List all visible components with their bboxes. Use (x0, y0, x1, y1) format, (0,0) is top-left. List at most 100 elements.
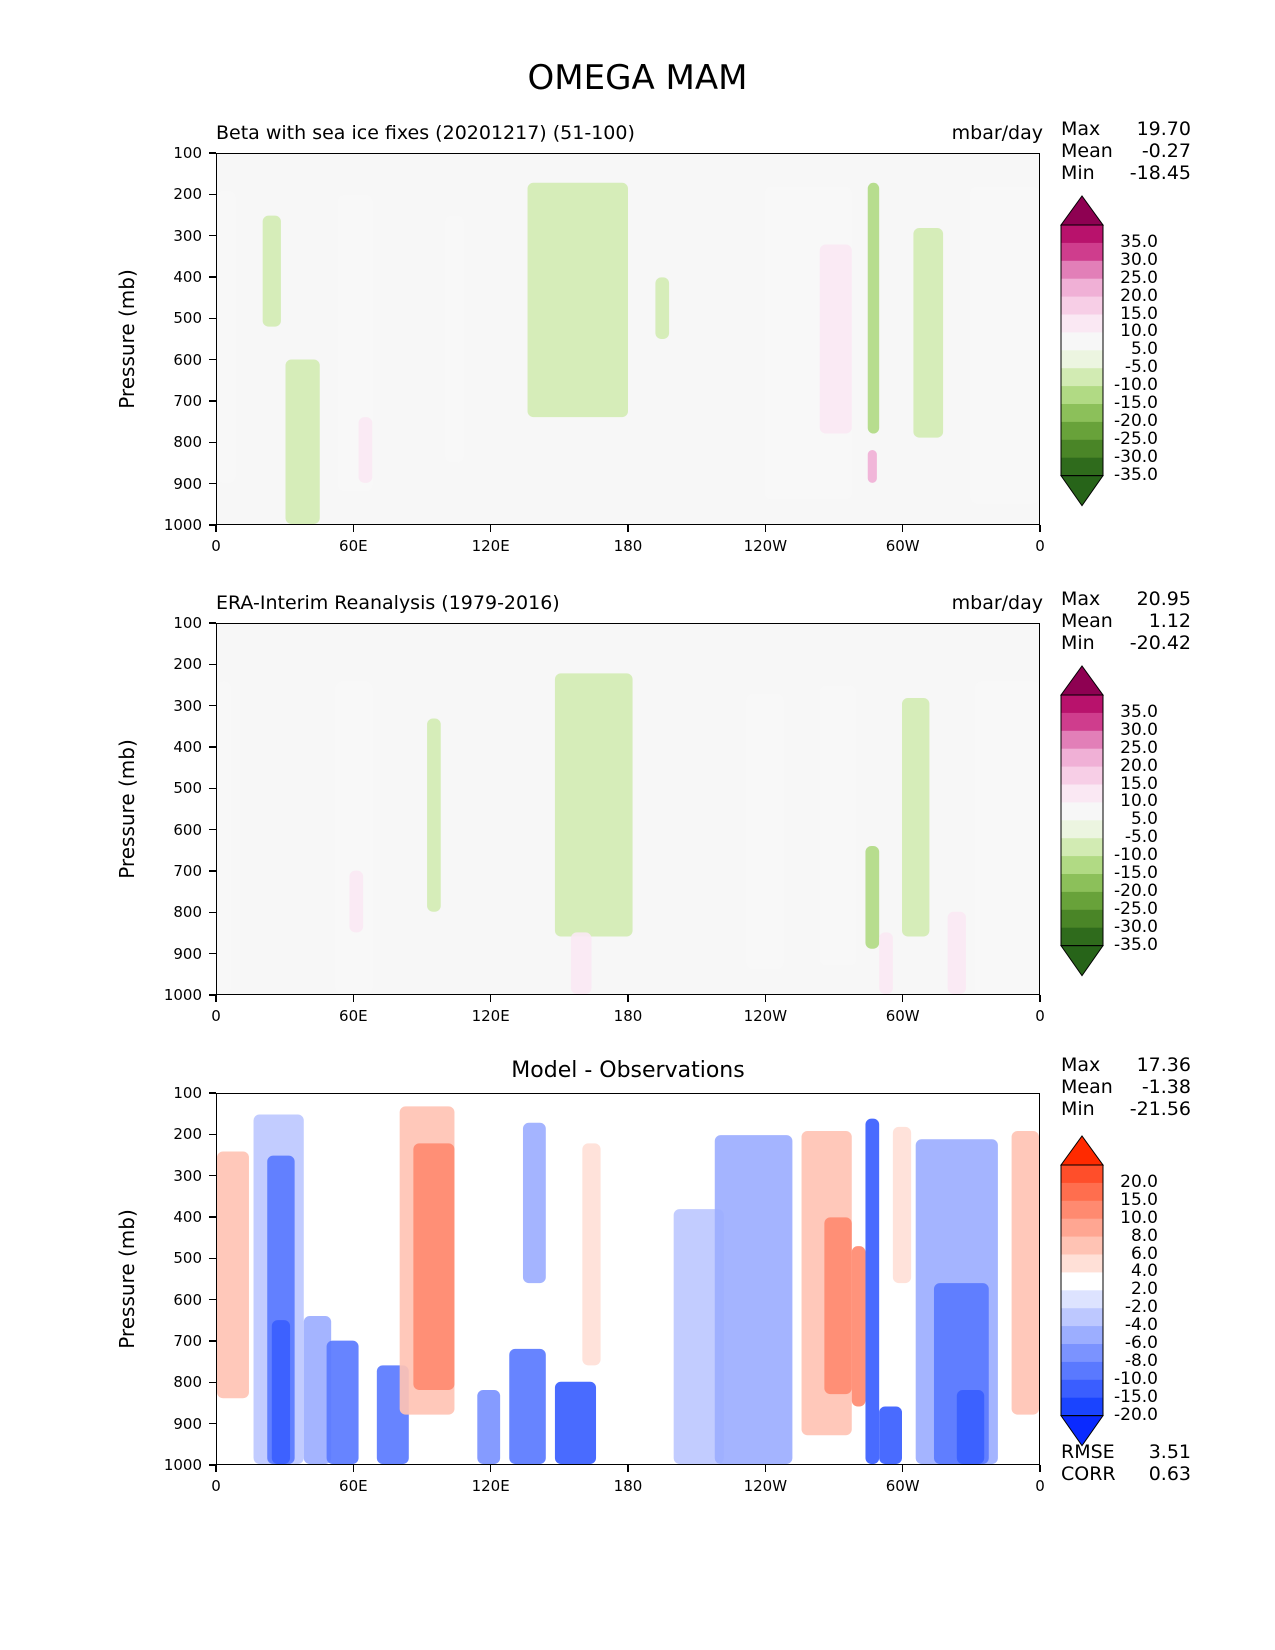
contour-feature (902, 698, 930, 937)
x-tick-mark (764, 995, 767, 1002)
y-tick-mark (209, 952, 216, 955)
colorbar-segment (1061, 1379, 1103, 1399)
colorbar-segment (1061, 350, 1103, 369)
x-tick-mark (764, 525, 767, 532)
x-tick-label: 60E (339, 1007, 368, 1025)
colorbar-tick-label: -4.0 (1124, 1315, 1158, 1336)
y-tick-mark (209, 1092, 216, 1094)
stat-value: 20.95 (1136, 588, 1191, 610)
stat-row: Min -21.56 (1061, 1098, 1191, 1120)
y-tick-label: 600 (173, 350, 202, 369)
colorbar-outline (1060, 1164, 1104, 1417)
x-tick-label: 60W (885, 537, 920, 555)
colorbar-segment (1061, 457, 1103, 477)
metric-label: CORR (1061, 1463, 1116, 1485)
colorbar-segment (1061, 242, 1103, 262)
panel-stats: Max 20.95 Mean 1.12 Min -20.42 (1061, 588, 1191, 654)
colorbar-tick-label: 5.0 (1130, 809, 1158, 830)
colorbar-tick-label: -35.0 (1114, 934, 1158, 955)
contour-feature (303, 1316, 332, 1464)
y-tick-label: 400 (173, 1208, 202, 1226)
colorbar-extend-min (1060, 475, 1104, 507)
colorbar-tick-label: -10.0 (1114, 1368, 1158, 1389)
x-tick-label: 60E (339, 1477, 368, 1495)
x-tick-label: 120E (471, 1007, 510, 1025)
y-tick-label: 200 (173, 185, 202, 204)
x-tick-mark (764, 1465, 767, 1472)
y-tick-label: 200 (173, 655, 202, 674)
colorbar-segment (1061, 421, 1103, 441)
colorbar-segment (1061, 891, 1103, 911)
metric-value: 3.51 (1148, 1441, 1191, 1463)
x-tick-label: 0 (211, 537, 221, 555)
contour-field (217, 1094, 1039, 1464)
y-tick-mark (209, 276, 216, 278)
colorbar-segment (1061, 332, 1103, 351)
contour-feature (477, 1390, 501, 1464)
stat-value: 17.36 (1136, 1054, 1191, 1076)
stat-value: -21.56 (1129, 1098, 1191, 1120)
y-tick-label: 1000 (163, 986, 202, 1004)
colorbar-segment (1061, 1218, 1103, 1238)
colorbar-segment (1061, 909, 1103, 929)
colorbar-tick-label: -20.0 (1114, 410, 1158, 431)
y-tick-mark (209, 828, 216, 831)
contour-feature (522, 1122, 546, 1284)
contour-feature (819, 244, 852, 434)
y-tick-label: 700 (173, 1332, 202, 1350)
colorbar-tick-label: 15.0 (1120, 773, 1158, 794)
y-tick-mark (209, 870, 216, 872)
colorbar-tick-label: 30.0 (1120, 249, 1158, 270)
y-tick-label: 800 (173, 1373, 202, 1392)
contour-feature (819, 685, 857, 966)
colorbar-tick-label: -8.0 (1124, 1350, 1158, 1371)
colorbar-segment (1061, 386, 1103, 405)
contour-feature (527, 182, 628, 418)
colorbar-segment (1061, 1165, 1103, 1184)
y-tick-label: 1000 (163, 1456, 202, 1474)
y-tick-label: 400 (173, 268, 202, 286)
contour-feature (554, 1381, 597, 1464)
colorbar (1060, 665, 1104, 980)
colorbar-extend-max (1060, 195, 1104, 226)
contour-feature (970, 186, 1039, 504)
panel-title: Model - Observations (511, 1058, 745, 1083)
contour-feature (865, 846, 880, 949)
stat-label: Min (1061, 162, 1095, 184)
colorbar-tick-label: -15.0 (1114, 863, 1158, 883)
stat-label: Max (1061, 588, 1101, 610)
colorbar-segment (1061, 1290, 1103, 1309)
contour-feature (714, 1135, 793, 1464)
stat-row: Max 20.95 (1061, 588, 1191, 610)
y-tick-mark (209, 234, 216, 237)
x-tick-label: 60W (885, 1007, 920, 1025)
stat-row: Mean -1.38 (1061, 1076, 1191, 1098)
y-tick-label: 700 (173, 392, 202, 410)
colorbar-tick-label: 25.0 (1120, 737, 1158, 758)
colorbar (1060, 195, 1104, 510)
x-tick-label: 0 (1035, 1007, 1045, 1025)
x-tick-label: 60E (339, 537, 368, 555)
contour-feature (746, 693, 784, 970)
metric-row: CORR 0.63 (1061, 1463, 1191, 1485)
colorbar-tick-label: -15.0 (1114, 393, 1158, 413)
y-tick-mark (209, 1216, 216, 1218)
contour-feature (956, 1390, 985, 1464)
contour-feature (1011, 1131, 1039, 1415)
contour-feature (338, 195, 373, 492)
contour-feature (867, 182, 880, 434)
colorbar-tick-label: 20.0 (1120, 285, 1158, 306)
contour-feature (427, 718, 441, 912)
y-tick-mark (209, 994, 216, 996)
contour-feature (217, 681, 231, 994)
y-tick-label: 600 (173, 820, 202, 839)
x-tick-mark (352, 1465, 355, 1472)
contour-feature (262, 215, 281, 327)
y-tick-mark (209, 1174, 216, 1177)
stat-label: Mean (1061, 1076, 1113, 1098)
colorbar-tick-label: -6.0 (1124, 1333, 1158, 1353)
colorbar-segment (1061, 1182, 1103, 1202)
y-tick-mark (209, 1257, 216, 1260)
stat-row: Min -20.42 (1061, 632, 1191, 654)
colorbar-tick-label: 35.0 (1120, 701, 1158, 722)
